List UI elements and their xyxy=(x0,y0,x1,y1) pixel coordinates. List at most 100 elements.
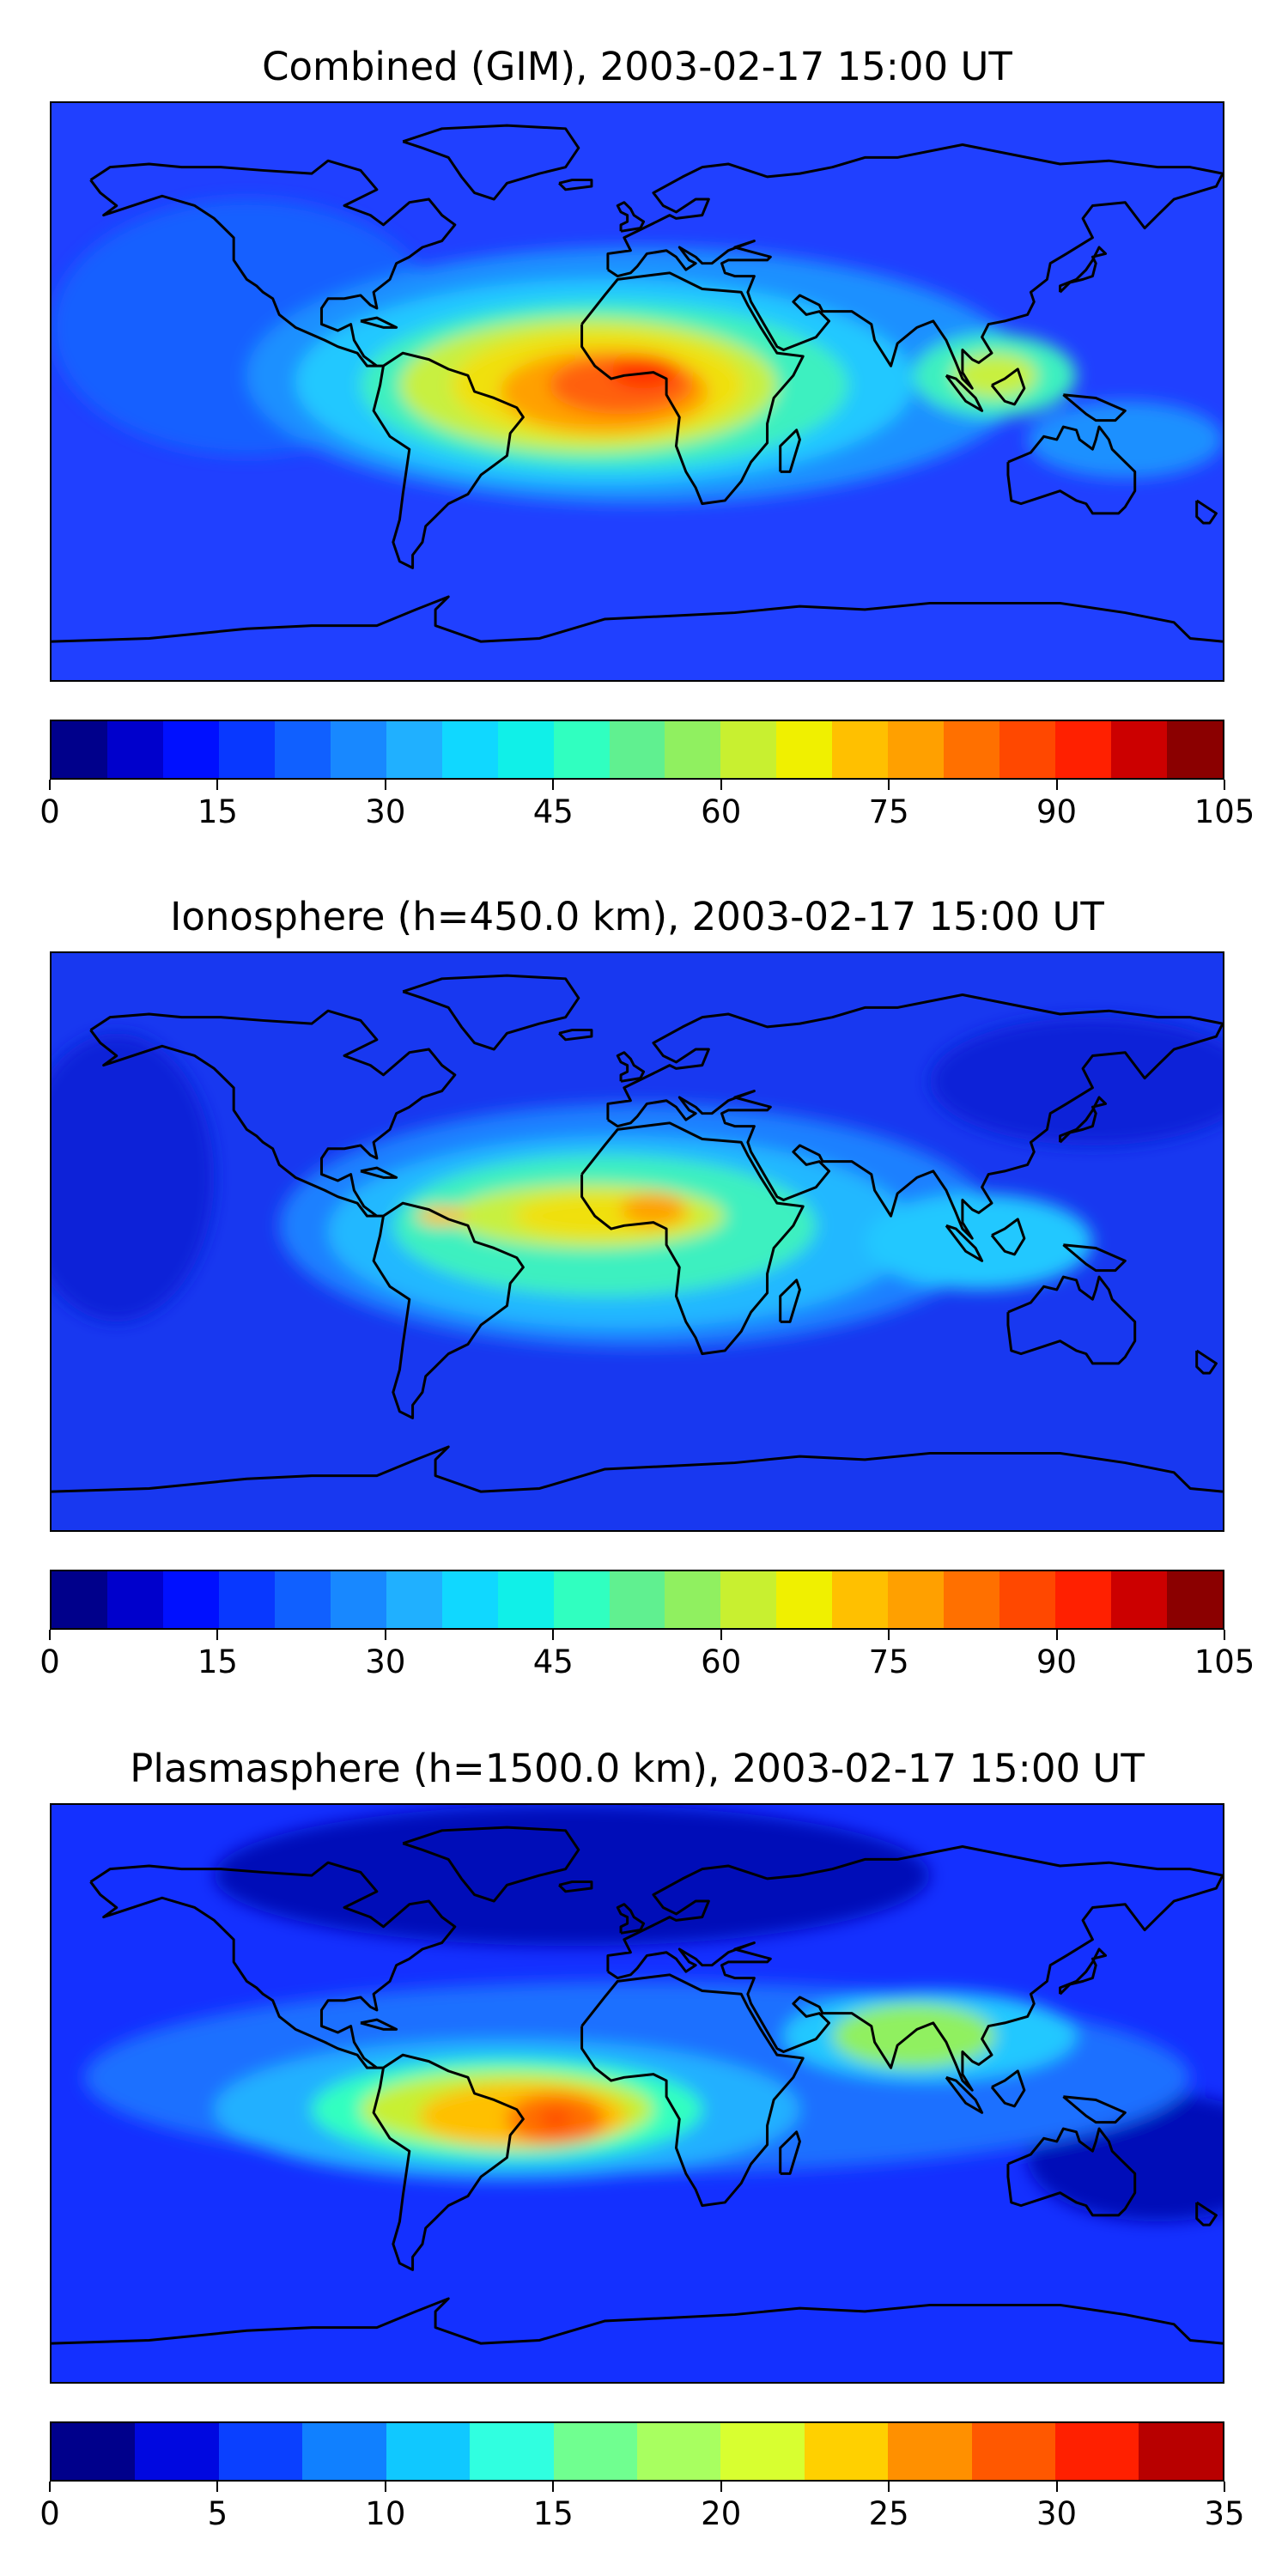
colorbar-ticks-plasmasphere: 0 5 10 15 20 25 30 35 xyxy=(39,2482,1245,2533)
colorbar-segment-10 xyxy=(888,2423,972,2480)
colorbar-segment-3 xyxy=(302,2423,386,2480)
map-combined-svg xyxy=(52,103,1223,680)
colorbar-segment-1 xyxy=(106,1571,163,1628)
coast-new-guinea xyxy=(1062,393,1127,422)
colorbar-tick-mark xyxy=(1055,780,1058,790)
colorbar-segment-7 xyxy=(441,1571,498,1628)
colorbar-tick-mark xyxy=(888,780,890,790)
colorbar-segment-8 xyxy=(497,721,554,778)
tec-contour-1 xyxy=(930,1017,1223,1145)
colorbar-tick-label: 75 xyxy=(868,793,909,830)
coast-iceland xyxy=(558,179,593,191)
colorbar-tick-mark xyxy=(384,2482,386,2492)
colorbar-tick-mark xyxy=(49,2482,51,2492)
colorbar-segment-7 xyxy=(441,721,498,778)
colorbar-segment-2 xyxy=(162,721,219,778)
colorbar-segment-11 xyxy=(665,721,721,778)
tec-contour-10 xyxy=(952,353,1038,398)
colorbar-segment-11 xyxy=(971,2423,1056,2480)
colorbar-plasmasphere xyxy=(50,2421,1224,2482)
colorbar-tick-label: 30 xyxy=(365,793,406,830)
coast-africa xyxy=(580,1973,805,2208)
colorbar-ticks-combined: 0 15 30 45 60 75 90 105 xyxy=(39,780,1255,831)
colorbar-tick-label: 45 xyxy=(532,793,574,830)
colorbar-segment-4 xyxy=(274,1571,331,1628)
colorbar-tick-label: 105 xyxy=(1194,1643,1255,1680)
colorbar-tick-mark xyxy=(720,2482,722,2492)
colorbar-tick-mark xyxy=(552,780,555,790)
coast-antarctica xyxy=(52,595,1223,643)
colorbar-segment-9 xyxy=(553,1571,610,1628)
map-ionosphere-svg xyxy=(52,953,1223,1530)
coast-new-guinea xyxy=(1062,2095,1127,2124)
colorbar-tick-mark xyxy=(552,1630,555,1640)
colorbar-tick-label: 60 xyxy=(701,793,742,830)
colorbar-tick-mark xyxy=(1055,1630,1058,1640)
coast-japan xyxy=(1059,1096,1108,1144)
panel-title-plasmasphere: Plasmasphere (h=1500.0 km), 2003-02-17 1… xyxy=(130,1746,1145,1791)
colorbar-tick-label: 0 xyxy=(39,793,60,830)
coastlines xyxy=(52,124,1223,643)
tec-contour-11 xyxy=(1027,401,1223,478)
coast-japan xyxy=(1059,1947,1108,1996)
colorbar-segment-19 xyxy=(1111,1571,1168,1628)
tec-contour-0 xyxy=(52,1033,215,1322)
colorbar-tick-mark xyxy=(49,780,51,790)
coast-australia xyxy=(1006,1275,1137,1365)
colorbar-tick-mark xyxy=(1224,780,1225,790)
colorbar-tick-label: 90 xyxy=(1036,1643,1078,1680)
colorbar-tick-label: 30 xyxy=(365,1643,406,1680)
colorbar-tick-label: 105 xyxy=(1194,793,1255,830)
colorbar-tick-label: 45 xyxy=(532,1643,574,1680)
colorbar-segment-18 xyxy=(1055,721,1112,778)
colorbar-tick-mark xyxy=(216,2482,219,2492)
coast-cuba xyxy=(360,1166,398,1179)
colorbar-tick-label: 30 xyxy=(1036,2495,1078,2532)
tec-contour-10 xyxy=(539,2109,573,2129)
colorbar-tick-mark xyxy=(216,780,219,790)
colorbar-segment-17 xyxy=(999,1571,1056,1628)
colorbar-segment-2 xyxy=(218,2423,303,2480)
colorbar-tick-mark xyxy=(720,780,722,790)
coast-borneo xyxy=(990,368,1026,406)
coast-sumatra xyxy=(945,2075,984,2114)
coast-borneo xyxy=(990,2069,1026,2108)
tec-contour-7 xyxy=(621,1194,686,1226)
colorbar-segment-6 xyxy=(553,2423,637,2480)
panel-title-combined: Combined (GIM), 2003-02-17 15:00 UT xyxy=(262,44,1012,89)
coast-south-america xyxy=(372,2053,525,2271)
colorbar-tick-label: 15 xyxy=(197,1643,238,1680)
colorbar-tick-label: 60 xyxy=(701,1643,742,1680)
coast-greenland xyxy=(402,1826,580,1903)
colorbar-segment-3 xyxy=(218,721,275,778)
colorbar-segment-18 xyxy=(1055,1571,1112,1628)
colorbar-tick-mark xyxy=(384,1630,386,1640)
colorbar-segment-0 xyxy=(52,1571,107,1628)
coast-cuba xyxy=(360,316,398,329)
coastlines xyxy=(52,974,1223,1493)
colorbar-tick-label: 0 xyxy=(39,1643,60,1680)
coast-africa xyxy=(580,1121,805,1356)
colorbar-segment-16 xyxy=(944,1571,1000,1628)
tec-contour-0 xyxy=(214,1805,930,1947)
coast-greenland xyxy=(402,974,580,1051)
colorbar-tick-label: 25 xyxy=(868,2495,909,2532)
colorbar-segment-12 xyxy=(1055,2423,1139,2480)
map-plasmasphere xyxy=(50,1803,1224,2384)
colorbar-segment-0 xyxy=(52,721,107,778)
coast-north-america xyxy=(89,1009,457,1218)
colorbar-segment-1 xyxy=(106,721,163,778)
colorbar-tick-label: 75 xyxy=(868,1643,909,1680)
colorbar-tick-mark xyxy=(552,2482,555,2492)
colorbar-segment-11 xyxy=(665,1571,721,1628)
tec-contour-field xyxy=(52,1017,1223,1348)
coast-south-america xyxy=(372,1201,525,1419)
coast-new-zealand xyxy=(1195,2201,1218,2227)
colorbar-segment-7 xyxy=(636,2423,721,2480)
map-combined xyxy=(50,101,1224,682)
colorbar-segment-14 xyxy=(832,1571,889,1628)
coast-britain xyxy=(616,1051,646,1083)
coast-madagascar xyxy=(779,428,801,473)
colorbar-segment-2 xyxy=(162,1571,219,1628)
coast-eurasia xyxy=(606,143,1223,390)
